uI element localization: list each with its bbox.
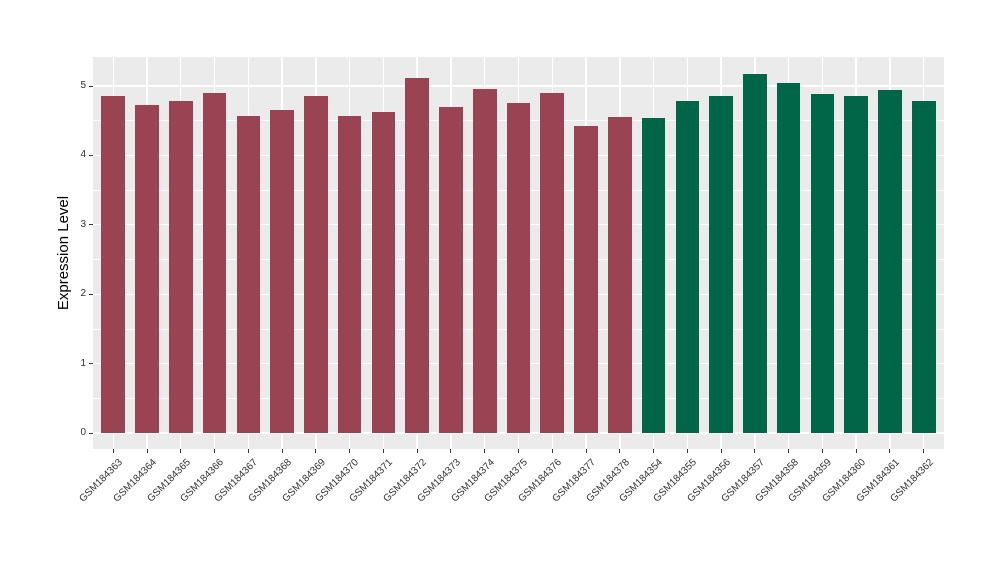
bar-GSM184360 [844,95,868,433]
bar-GSM184368 [270,110,294,433]
bar-GSM184372 [405,77,429,433]
bar-GSM184354 [641,117,666,433]
x-axis-tick [450,449,452,453]
y-tick-label: 1 [80,357,86,369]
x-axis-tick [551,449,553,453]
bar-GSM184358 [776,83,801,433]
x-axis-tick [349,449,351,453]
bar-GSM184357 [743,74,767,433]
bar-GSM184363 [101,96,126,433]
bar-GSM184369 [304,96,328,433]
bar-GSM184364 [135,105,159,433]
x-axis-tick [315,449,317,453]
bar-GSM184355 [675,100,700,433]
x-axis-tick [855,449,857,453]
y-axis-tick [89,224,93,226]
x-axis-tick [180,449,182,453]
x-axis-tick [686,449,688,453]
x-axis-tick [416,449,418,453]
x-axis-tick [788,449,790,453]
plot-panel [93,57,944,449]
y-tick-label: 4 [80,149,86,161]
bar-GSM184362 [911,101,936,433]
bar-GSM184365 [168,101,193,433]
y-axis-title: Expression Level [55,195,72,311]
x-axis-tick [382,449,384,453]
x-axis-tick [653,449,655,453]
y-tick-label: 0 [80,427,86,438]
bar-GSM184361 [878,90,902,433]
x-axis-tick [518,449,519,453]
bar-GSM184371 [371,112,396,433]
y-tick-label: 3 [80,218,86,230]
x-axis-tick [821,449,823,453]
bar-GSM184373 [439,106,463,433]
bar-GSM184375 [506,103,531,433]
bar-GSM184376 [540,92,565,433]
bar-GSM184356 [709,95,733,433]
x-axis-tick [889,449,891,453]
y-axis-tick [89,363,93,365]
bar-GSM184367 [236,115,261,433]
bar-GSM184359 [810,94,835,433]
y-tick-label: 5 [80,80,86,91]
y-axis-tick [89,85,93,87]
bar-GSM184374 [472,88,497,433]
x-axis-tick [281,449,283,453]
x-axis-tick [619,449,621,453]
x-axis-tick [146,449,148,453]
y-tick-label: 2 [80,288,86,300]
y-axis-tick [89,154,93,156]
bar-GSM184377 [574,125,598,433]
x-axis-tick [754,449,756,453]
y-axis-tick [89,432,93,434]
bar-GSM184378 [607,116,632,433]
bar-GSM184370 [337,115,362,433]
x-axis-tick [214,449,216,453]
x-axis-tick [112,449,114,453]
x-axis-tick [923,449,925,453]
x-axis-tick [484,449,486,453]
y-axis-tick [89,293,93,295]
x-axis-tick [247,449,249,453]
x-axis-tick [720,449,722,453]
bar-GSM184366 [202,92,227,433]
x-axis-tick [585,449,587,453]
